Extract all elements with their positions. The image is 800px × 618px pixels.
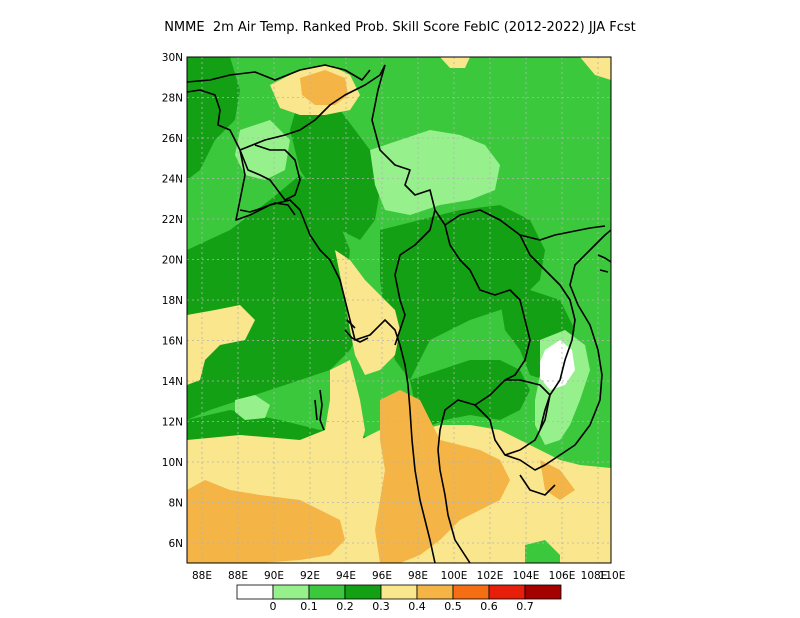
region-orange bbox=[300, 70, 348, 105]
colorbar bbox=[236, 584, 562, 600]
colorbar-label: 0.1 bbox=[300, 600, 318, 613]
region-orange bbox=[375, 390, 510, 563]
region-dark-green bbox=[290, 95, 380, 240]
lon-tick-label: 110E bbox=[599, 570, 626, 582]
region-dark-green bbox=[380, 205, 545, 380]
colorbar-swatch bbox=[488, 584, 526, 600]
region-orange bbox=[540, 460, 575, 500]
region-yellow bbox=[580, 57, 611, 80]
region-yellow bbox=[440, 57, 470, 68]
region-yellow bbox=[335, 250, 400, 375]
lon-tick-label: 104E bbox=[513, 570, 540, 582]
lat-tick-label: 8N bbox=[168, 498, 183, 510]
lon-tick-label: 106E bbox=[549, 570, 576, 582]
colorbar-swatch bbox=[452, 584, 490, 600]
lat-tick-label: 16N bbox=[162, 336, 183, 348]
border-myanmar-china bbox=[371, 64, 606, 241]
colorbar-label: 0.5 bbox=[444, 600, 462, 613]
plot-frame bbox=[186, 56, 612, 564]
lon-tick-label: 98E bbox=[408, 570, 428, 582]
lat-axis: 30N 28N 26N 24N 22N 20N 18N 16N 14N 12N … bbox=[162, 52, 183, 550]
coastline-ganges-delta bbox=[239, 202, 296, 216]
colorbar-swatch bbox=[308, 584, 346, 600]
coastline-hainan bbox=[597, 254, 611, 273]
lon-tick-label: 88E bbox=[228, 570, 248, 582]
border-thailand-laos bbox=[444, 224, 531, 381]
lat-tick-label: 12N bbox=[162, 417, 183, 429]
colorbar-swatch bbox=[272, 584, 310, 600]
region-orange bbox=[187, 480, 345, 563]
coastline-bay-of-bengal bbox=[187, 89, 436, 563]
lat-tick-label: 30N bbox=[162, 52, 183, 64]
coastline-gulf-of-thailand bbox=[437, 229, 611, 563]
colorbar-label: 0.7 bbox=[516, 600, 534, 613]
region-dark-green bbox=[187, 57, 240, 180]
lat-tick-label: 18N bbox=[162, 295, 183, 307]
region-dark-green bbox=[410, 360, 530, 430]
coastline-irrawaddy-delta bbox=[344, 319, 369, 343]
coastline-andaman-islands bbox=[314, 389, 325, 431]
colorbar-label: 0.2 bbox=[336, 600, 354, 613]
border-bangladesh bbox=[239, 144, 301, 201]
colorbar-label: 0.3 bbox=[372, 600, 390, 613]
lon-axis: 88E 88E 90E 92E 94E 96E 98E 100E 102E 10… bbox=[192, 570, 625, 582]
lat-tick-label: 24N bbox=[162, 174, 183, 186]
region-light-green bbox=[235, 120, 290, 180]
lon-tick-label: 90E bbox=[264, 570, 284, 582]
colorbar-swatch bbox=[416, 584, 454, 600]
border-myanmar-thailand bbox=[394, 209, 436, 346]
border-india-myanmar bbox=[239, 64, 386, 151]
region-white bbox=[540, 340, 575, 390]
lon-tick-label: 100E bbox=[441, 570, 468, 582]
colorbar-label: 0 bbox=[270, 600, 277, 613]
grid bbox=[187, 57, 611, 563]
lon-tick-label: 88E bbox=[192, 570, 212, 582]
lon-tick-label: 108E bbox=[581, 570, 608, 582]
lat-tick-label: 20N bbox=[162, 255, 183, 267]
lat-tick-label: 6N bbox=[168, 538, 183, 550]
lon-tick-label: 96E bbox=[372, 570, 392, 582]
region-green bbox=[525, 540, 560, 563]
region-light-green bbox=[235, 395, 270, 420]
colorbar-label: 0.6 bbox=[480, 600, 498, 613]
region-yellow bbox=[187, 305, 255, 385]
region-light-green bbox=[370, 130, 500, 215]
skill-field bbox=[187, 57, 611, 563]
colorbar-swatch bbox=[236, 584, 274, 600]
border-cambodia bbox=[474, 379, 551, 456]
lat-tick-label: 26N bbox=[162, 133, 183, 145]
region-dark-green bbox=[187, 175, 360, 420]
border-nepal-bhutan bbox=[187, 64, 371, 83]
colorbar-label: 0.4 bbox=[408, 600, 426, 613]
lat-tick-label: 14N bbox=[162, 376, 183, 388]
lat-tick-label: 28N bbox=[162, 93, 183, 105]
lat-tick-label: 22N bbox=[162, 214, 183, 226]
colorbar-swatch bbox=[524, 584, 562, 600]
map-title: NMME 2m Air Temp. Ranked Prob. Skill Sco… bbox=[164, 20, 636, 35]
colorbar-swatch bbox=[380, 584, 418, 600]
lon-tick-label: 92E bbox=[300, 570, 320, 582]
colorbar-labels: 0 0.1 0.2 0.3 0.4 0.5 0.6 0.7 bbox=[270, 600, 534, 613]
lon-tick-label: 102E bbox=[477, 570, 504, 582]
colorbar-swatch bbox=[344, 584, 382, 600]
lon-tick-label: 94E bbox=[336, 570, 356, 582]
coastlines-borders bbox=[187, 64, 611, 563]
coastline-mekong-delta bbox=[519, 474, 556, 496]
lat-tick-label: 10N bbox=[162, 457, 183, 469]
